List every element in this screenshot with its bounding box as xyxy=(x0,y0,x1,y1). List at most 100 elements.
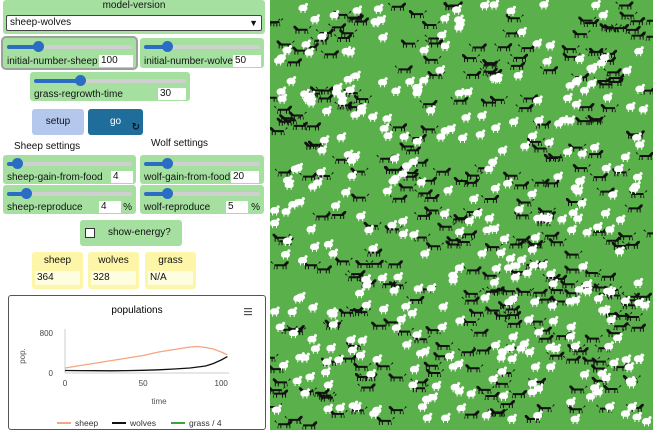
wolf-agent xyxy=(383,318,402,327)
slider-knob[interactable] xyxy=(162,188,174,199)
sheep-agent xyxy=(369,408,379,419)
sheep-reproduce-slider[interactable]: sheep-reproduce 4 % xyxy=(3,185,136,214)
wolf-agent xyxy=(621,292,640,301)
sheep-agent xyxy=(276,86,287,97)
slider-knob[interactable] xyxy=(20,188,32,199)
slider-track[interactable] xyxy=(7,188,132,199)
wolf-agent xyxy=(463,289,482,298)
wolf-agent xyxy=(576,103,595,112)
wolf-agent xyxy=(414,189,433,198)
wolf-agent xyxy=(564,289,583,298)
slider-track[interactable] xyxy=(7,158,132,169)
grass-regrowth-time-slider[interactable]: grass-regrowth-time 30 xyxy=(30,72,190,101)
sheep-agent xyxy=(308,302,319,313)
sheep-agent xyxy=(279,360,289,371)
sheep-agent xyxy=(466,388,477,399)
slider-track[interactable] xyxy=(144,41,260,52)
sheep-agent xyxy=(454,88,465,99)
wolf-agent xyxy=(569,385,588,394)
sheep-agent xyxy=(491,122,501,133)
sheep-agent xyxy=(378,77,388,88)
y-axis-label: pop. xyxy=(18,348,27,364)
sheep-agent xyxy=(548,315,559,327)
slider-value[interactable]: 20 xyxy=(231,171,259,183)
sheep-agent xyxy=(496,352,507,363)
show-energy-checkbox[interactable] xyxy=(85,228,95,238)
sheep-agent xyxy=(469,193,479,205)
sheep-agent xyxy=(456,403,467,414)
sheep-agent xyxy=(382,113,393,124)
wolf-agent xyxy=(548,286,567,295)
slider-label: sheep-gain-from-food xyxy=(7,172,103,183)
wolf-reproduce-slider[interactable]: wolf-reproduce 5 % xyxy=(140,185,264,214)
sheep-agent xyxy=(591,0,601,11)
wolf-agent xyxy=(422,20,441,29)
slider-knob[interactable] xyxy=(162,41,174,52)
slider-track[interactable] xyxy=(144,158,260,169)
wolf-agent xyxy=(333,33,352,42)
slider-value[interactable]: 30 xyxy=(158,88,186,100)
slider-track[interactable] xyxy=(7,41,132,52)
wolf-agent xyxy=(476,385,495,394)
wolf-agent xyxy=(486,286,505,295)
sheep-agent xyxy=(538,260,548,271)
slider-knob[interactable] xyxy=(162,158,174,169)
wolf-agent xyxy=(506,344,525,353)
wolf-agent xyxy=(332,155,351,164)
wolf-agent xyxy=(418,176,437,185)
sheep-agent xyxy=(274,55,284,66)
wolf-agent xyxy=(315,86,334,95)
sheep-agent xyxy=(316,167,326,178)
initial-number-wolves-slider[interactable]: initial-number-wolves 50 xyxy=(140,38,264,68)
slider-value[interactable]: 100 xyxy=(99,55,133,67)
wolf-agent xyxy=(283,58,302,67)
setup-button[interactable]: setup xyxy=(32,109,84,135)
sheep-gain-from-food-slider[interactable]: sheep-gain-from-food 4 xyxy=(3,155,136,184)
sheep-agent xyxy=(570,340,581,352)
sheep-agent xyxy=(484,163,494,175)
sheep-agent xyxy=(568,207,579,218)
slider-value[interactable]: 50 xyxy=(233,55,261,67)
sheep-agent xyxy=(524,346,535,358)
wolf-gain-from-food-slider[interactable]: wolf-gain-from-food 20 xyxy=(140,155,264,184)
sheep-agent xyxy=(270,306,280,317)
sheep-agent xyxy=(605,224,615,235)
wolf-settings-note: Wolf settings xyxy=(151,138,209,149)
wolf-agent xyxy=(465,364,484,373)
wolf-agent xyxy=(619,11,638,20)
slider-value[interactable]: 4 xyxy=(111,171,133,183)
slider-track[interactable] xyxy=(34,75,186,86)
wolf-agent xyxy=(444,1,463,10)
sheep-agent xyxy=(514,204,525,215)
world-view[interactable] xyxy=(270,0,653,430)
slider-value[interactable]: 5 xyxy=(226,201,248,213)
slider-knob[interactable] xyxy=(74,75,86,86)
sheep-agent xyxy=(347,170,358,181)
sheep-agent xyxy=(357,335,368,346)
wolf-agent xyxy=(487,409,506,418)
sheep-agent xyxy=(284,179,295,190)
slider-knob[interactable] xyxy=(33,41,45,52)
legend-label: grass / 4 xyxy=(189,418,222,428)
slider-value[interactable]: 4 xyxy=(99,201,121,213)
sheep-agent xyxy=(343,74,354,85)
model-version-chooser[interactable]: model-version sheep-wolves ▼ xyxy=(3,0,265,34)
hamburger-menu-icon[interactable] xyxy=(244,308,252,316)
show-energy-switch[interactable]: show-energy? xyxy=(80,220,182,246)
world-canvas[interactable] xyxy=(270,0,653,430)
wolf-agent xyxy=(400,172,419,181)
sheep-agent xyxy=(454,262,465,273)
wolf-agent xyxy=(615,1,634,10)
sheep-agent xyxy=(391,322,402,333)
slider-knob[interactable] xyxy=(12,158,23,169)
model-version-select[interactable]: sheep-wolves ▼ xyxy=(6,15,262,31)
wolf-agent xyxy=(339,29,358,38)
initial-number-sheep-slider[interactable]: initial-number-sheep 100 xyxy=(1,36,138,70)
wolf-agent xyxy=(310,86,329,95)
sheep-agent xyxy=(475,129,486,140)
go-button[interactable]: go ↻ xyxy=(88,109,143,135)
wolf-agent xyxy=(528,317,547,326)
go-button-label: go xyxy=(109,116,122,127)
sheep-agent xyxy=(609,357,619,368)
slider-track[interactable] xyxy=(144,188,260,199)
